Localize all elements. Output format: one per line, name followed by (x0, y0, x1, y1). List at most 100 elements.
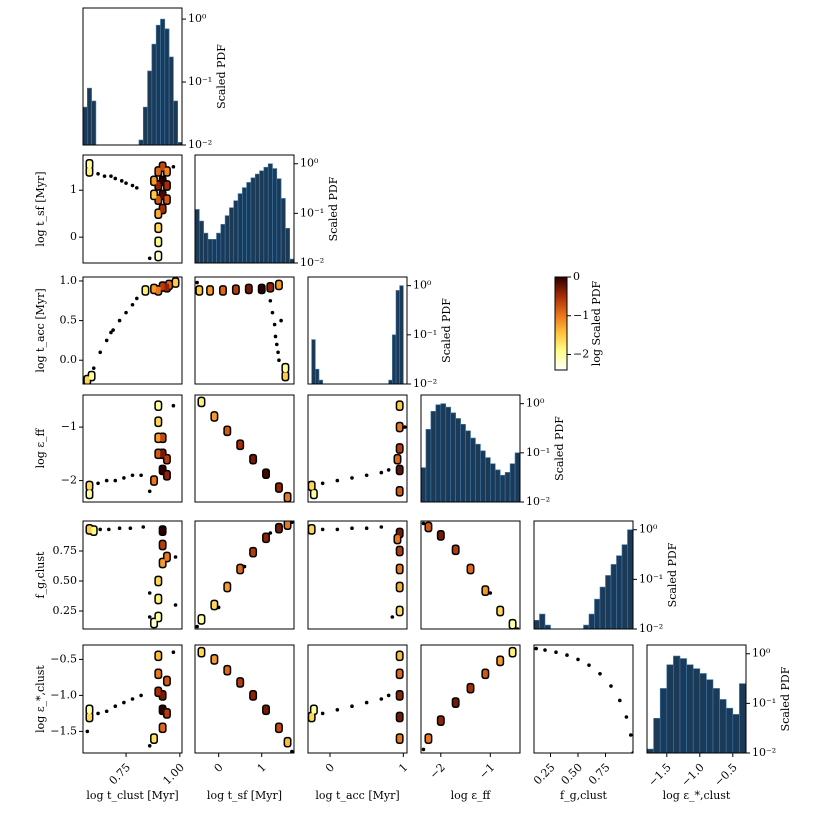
outlier-point (195, 280, 199, 285)
outlier-point (364, 526, 369, 530)
density-cell (397, 487, 403, 496)
density-cell (155, 223, 161, 232)
outlier-point (618, 698, 622, 703)
hist-bar (494, 469, 501, 502)
hist-bar (706, 679, 714, 753)
density-cell (196, 286, 202, 295)
density-cell (155, 669, 161, 678)
hist-bar (583, 624, 590, 629)
hist-bar (465, 430, 471, 502)
density-cell (151, 734, 157, 743)
hist-bar (147, 70, 153, 145)
outlier-point (109, 330, 113, 335)
outlier-point (171, 164, 176, 169)
hist-bar (315, 368, 320, 384)
density-cell (155, 595, 161, 603)
y-tick-label: 1 (70, 183, 77, 196)
density-cell (224, 427, 230, 435)
y-axis-label: Scaled PDF (666, 542, 679, 607)
y-axis-label: Scaled PDF (553, 416, 566, 481)
hist-bar (237, 193, 243, 263)
density-cell (224, 666, 230, 675)
outlier-point (565, 653, 569, 657)
outlier-point (488, 591, 493, 595)
density-cell (259, 285, 265, 293)
outlier-point (277, 358, 281, 363)
density-cell (164, 553, 170, 561)
density-cell (155, 651, 161, 660)
density-cell (397, 669, 403, 678)
hist-bar (666, 664, 674, 753)
hist-bar (285, 228, 290, 263)
outlier-point (111, 328, 115, 332)
hist-bar (475, 443, 481, 502)
y-tick-label: 10⁻¹ (300, 206, 324, 219)
hist-bar (168, 56, 174, 145)
density-cell (173, 278, 179, 287)
hist-bar (435, 404, 442, 502)
hist-bar (485, 457, 491, 502)
outlier-point (104, 709, 109, 714)
outlier-point (113, 704, 118, 708)
density-cell (311, 705, 317, 714)
hist-bar (480, 450, 486, 502)
hist-bar (732, 714, 740, 753)
panel-frame (194, 154, 295, 264)
panel-frame (194, 520, 295, 630)
outlier-point (124, 310, 128, 315)
hist-bar (719, 699, 727, 753)
y-tick-label: 10⁻¹ (752, 696, 776, 709)
outlier-point (171, 403, 176, 408)
y-axis-label: Scaled PDF (327, 176, 340, 241)
panel-frame (533, 644, 634, 754)
density-cell (311, 490, 317, 498)
outlier-point (98, 527, 103, 532)
density-cell (497, 656, 503, 665)
density-cell (397, 734, 403, 743)
y-tick-label: 10⁻² (526, 495, 550, 508)
hist-bar (489, 463, 496, 502)
outlier-point (534, 646, 538, 651)
panel (197, 646, 294, 753)
panel (534, 646, 633, 753)
density-cell (155, 687, 161, 696)
outlier-point (96, 481, 100, 486)
y-tick-label: 10⁰ (300, 157, 319, 170)
density-cell (160, 450, 166, 458)
density-cell (425, 523, 431, 531)
panel (308, 650, 404, 744)
hist-bar (155, 24, 161, 145)
hist-bar (610, 564, 617, 629)
density-cell (397, 565, 403, 573)
density-cell (160, 541, 166, 549)
density-cell (438, 531, 444, 540)
outlier-point (273, 334, 278, 339)
density-cell (397, 401, 403, 410)
density-cell (237, 678, 243, 687)
y-tick-label: 1.0 (60, 274, 78, 287)
y-tick-label: 0.75 (53, 544, 78, 557)
outlier-point (130, 302, 135, 307)
panel (85, 400, 176, 500)
density-cell (309, 713, 315, 721)
panel-frame (82, 644, 183, 754)
hist-bar (686, 664, 694, 753)
hist-bar (392, 334, 397, 384)
y-axis-label: log t_sf [Myr] (34, 171, 47, 246)
outlier-point (130, 473, 135, 478)
hist-bar (151, 43, 157, 145)
hist-bar (142, 106, 148, 145)
outlier-point (609, 684, 613, 688)
density-cell (276, 281, 282, 289)
density-cell (285, 521, 291, 529)
density-cell (397, 713, 403, 721)
outlier-point (130, 697, 135, 701)
density-cell (160, 162, 166, 171)
x-tick-label: −2 (427, 761, 448, 782)
hist-bar (499, 474, 506, 502)
density-cell (276, 723, 282, 732)
density-cell (425, 734, 431, 743)
outlier-point (390, 615, 395, 619)
hist-bar (627, 529, 633, 629)
density-cell (86, 525, 92, 534)
